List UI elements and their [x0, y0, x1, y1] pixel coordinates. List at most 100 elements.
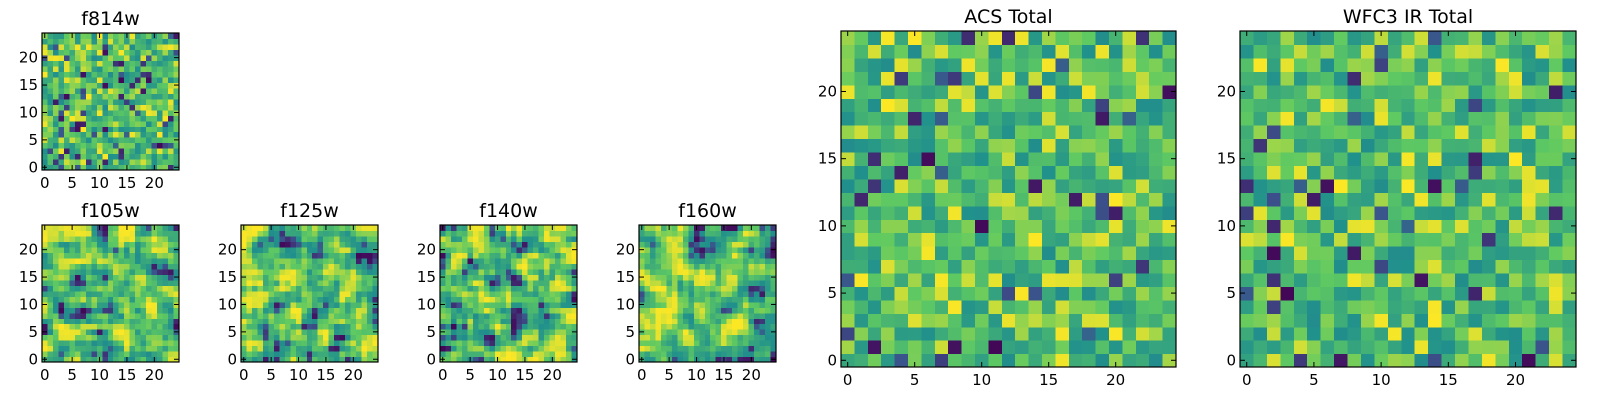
- heatmap-cell: [566, 312, 573, 319]
- heatmap-cell: [284, 268, 291, 275]
- heatmap-cell: [157, 345, 164, 352]
- heatmap-cell: [290, 257, 297, 264]
- heatmap-cell: [91, 318, 98, 325]
- heatmap-cell: [1535, 246, 1550, 261]
- heatmap-cell: [881, 286, 896, 301]
- heatmap-cell: [334, 318, 341, 325]
- heatmap-cell: [671, 252, 678, 259]
- heatmap-cell: [450, 323, 458, 330]
- heatmap-cell: [715, 296, 722, 303]
- heatmap-cell: [96, 120, 103, 127]
- heatmap-cell: [345, 279, 352, 286]
- heatmap-cell: [688, 263, 695, 270]
- heatmap-cell: [571, 235, 578, 243]
- heatmap-cell: [961, 205, 976, 220]
- heatmap-cell: [1122, 71, 1137, 86]
- heatmap-cell: [42, 131, 49, 138]
- heatmap-cell: [151, 340, 158, 347]
- heatmap-cell: [47, 356, 54, 363]
- heatmap-cell: [257, 290, 264, 297]
- heatmap-cell: [505, 312, 512, 319]
- heatmap-cell: [639, 323, 646, 330]
- heatmap-cell: [975, 205, 989, 220]
- heatmap-cell: [367, 230, 374, 237]
- heatmap-cell: [1522, 353, 1537, 368]
- heatmap-cell: [58, 351, 65, 358]
- heatmap-cell: [721, 329, 728, 336]
- heatmap-cell: [894, 353, 909, 368]
- heatmap-cell: [74, 76, 81, 83]
- heatmap-cell: [306, 263, 313, 270]
- heatmap-cell: [467, 307, 474, 314]
- heatmap-cell: [516, 274, 523, 281]
- heatmap-cell: [639, 340, 646, 347]
- y-tick-label: 20: [1217, 82, 1236, 100]
- heatmap-cell: [102, 274, 109, 281]
- heatmap-cell: [52, 268, 60, 275]
- heatmap-cell: [1549, 84, 1564, 99]
- heatmap-cell: [168, 109, 175, 116]
- heatmap-cell: [478, 263, 485, 270]
- heatmap-cell: [113, 126, 120, 133]
- heatmap-cell: [323, 268, 330, 275]
- heatmap-cell: [1562, 205, 1577, 220]
- heatmap-cell: [500, 334, 507, 341]
- heatmap-cell: [168, 241, 175, 248]
- heatmap-cell: [257, 312, 264, 319]
- heatmap-cell: [168, 351, 175, 358]
- heatmap-cell: [1068, 272, 1083, 287]
- heatmap-cell: [1535, 219, 1550, 234]
- heatmap-cell: [279, 225, 286, 232]
- heatmap-cell: [737, 279, 744, 286]
- heatmap-cell: [639, 268, 646, 275]
- heatmap-cell: [710, 241, 717, 248]
- heatmap-cell: [63, 345, 70, 352]
- heatmap-cell: [881, 313, 896, 328]
- x-tick-label: 5: [67, 174, 77, 192]
- heatmap-cell: [102, 334, 109, 341]
- heatmap-cell: [732, 307, 739, 314]
- heatmap-cell: [1122, 165, 1137, 180]
- heatmap-cell: [522, 323, 529, 330]
- heatmap-cell: [157, 76, 164, 83]
- heatmap-cell: [1122, 286, 1137, 301]
- heatmap-cell: [58, 120, 65, 127]
- heatmap-cell: [494, 290, 501, 297]
- heatmap-cell: [102, 82, 109, 89]
- heatmap-cell: [85, 38, 92, 45]
- heatmap-cell: [157, 98, 164, 105]
- heatmap-cell: [666, 268, 673, 275]
- heatmap-cell: [1055, 205, 1070, 220]
- heatmap-cell: [1374, 192, 1389, 207]
- heatmap-cell: [157, 225, 164, 232]
- heatmap-cell: [140, 148, 147, 155]
- heatmap-cell: [157, 290, 164, 297]
- heatmap-cell: [273, 246, 280, 253]
- heatmap-cell: [693, 290, 700, 297]
- heatmap-cell: [1360, 31, 1375, 46]
- heatmap-cell: [52, 76, 60, 83]
- heatmap-cell: [1068, 232, 1083, 247]
- heatmap-cell: [682, 257, 689, 264]
- heatmap-cell: [135, 115, 142, 122]
- heatmap-cell: [644, 235, 651, 243]
- heatmap-cell: [721, 252, 728, 259]
- heatmap-cell: [726, 235, 733, 243]
- heatmap-cell: [1253, 232, 1268, 247]
- heatmap-cell: [456, 323, 463, 330]
- heatmap-cell: [102, 252, 109, 259]
- heatmap-cell: [241, 268, 248, 275]
- heatmap-cell: [1374, 259, 1389, 274]
- heatmap-cell: [367, 263, 374, 270]
- heatmap-cell: [516, 312, 523, 319]
- heatmap-cell: [257, 246, 264, 253]
- heatmap-cell: [666, 235, 673, 243]
- heatmap-cell: [129, 323, 136, 330]
- heatmap-cell: [461, 274, 468, 281]
- heatmap-cell: [555, 296, 562, 303]
- heatmap-cell: [867, 111, 882, 126]
- heatmap-cell: [1001, 286, 1016, 301]
- heatmap-cell: [461, 323, 468, 330]
- heatmap-cell: [472, 340, 479, 347]
- heatmap-cell: [367, 268, 374, 275]
